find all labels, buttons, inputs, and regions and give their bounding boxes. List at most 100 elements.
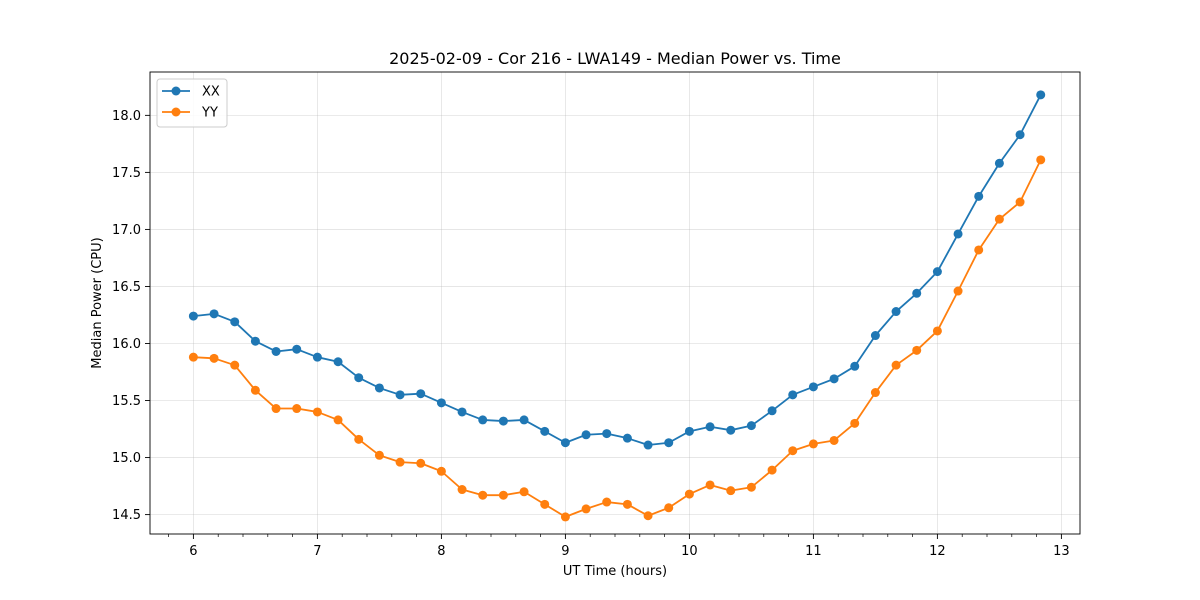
data-point-xx (478, 415, 488, 425)
data-point-yy (643, 511, 653, 521)
y-tick-label: 18.0 (112, 109, 141, 124)
data-point-xx (230, 317, 240, 327)
y-tick-label: 16.5 (112, 280, 141, 295)
data-point-yy (788, 446, 798, 456)
data-point-yy (974, 245, 984, 255)
data-point-yy (953, 286, 963, 296)
y-axis-label: Median Power (CPU) (90, 237, 105, 368)
data-point-yy (271, 404, 281, 414)
y-tick-label: 15.5 (112, 394, 141, 409)
data-point-xx (416, 389, 426, 399)
data-point-xx (850, 361, 860, 371)
data-point-yy (209, 353, 219, 363)
y-axis: 14.5 15.0 15.5 16.0 16.5 17.0 17.5 18.0 (112, 109, 150, 523)
data-point-xx (994, 158, 1004, 168)
data-point-xx (726, 425, 736, 435)
data-point-xx (664, 438, 674, 448)
data-point-yy (250, 385, 260, 395)
x-tick-label: 10 (681, 544, 698, 559)
data-point-xx (602, 429, 612, 439)
data-point-yy (726, 486, 736, 496)
legend-marker-xx (171, 86, 181, 96)
data-point-yy (333, 415, 343, 425)
data-point-yy (354, 434, 364, 444)
data-point-yy (1015, 197, 1025, 207)
data-point-yy (292, 404, 302, 414)
y-tick-label: 15.0 (112, 451, 141, 466)
data-point-yy (312, 407, 322, 417)
y-tick-label: 16.0 (112, 337, 141, 352)
data-point-yy (374, 450, 384, 460)
legend-items: XX YY (162, 85, 220, 121)
data-point-xx (333, 357, 343, 367)
data-point-yy (684, 489, 694, 499)
data-point-xx (271, 346, 281, 356)
data-point-yy (808, 439, 818, 449)
data-point-yy (994, 214, 1004, 224)
legend: XX YY (156, 78, 228, 128)
data-point-xx (684, 426, 694, 436)
data-point-yy (912, 345, 922, 355)
data-point-yy (1036, 155, 1046, 165)
data-point-yy (416, 458, 426, 468)
data-point-xx (188, 311, 198, 321)
data-point-yy (478, 490, 488, 500)
data-point-yy (436, 466, 446, 476)
data-point-xx (457, 407, 467, 417)
data-point-xx (354, 373, 364, 383)
data-point-xx (209, 309, 219, 319)
data-point-xx (540, 426, 550, 436)
data-point-xx (498, 416, 508, 426)
data-point-xx (829, 374, 839, 384)
data-point-xx (746, 421, 756, 431)
data-point-yy (870, 388, 880, 398)
data-point-xx (643, 440, 653, 450)
data-point-xx (560, 438, 570, 448)
data-point-xx (292, 344, 302, 354)
data-point-yy (746, 482, 756, 492)
data-point-yy (457, 485, 467, 495)
x-tick-label: 7 (313, 544, 321, 559)
x-tick-label: 8 (437, 544, 445, 559)
x-tick-label: 11 (805, 544, 822, 559)
y-tick-label: 14.5 (112, 508, 141, 523)
data-point-yy (560, 512, 570, 522)
data-point-yy (519, 487, 529, 497)
y-tick-label: 17.5 (112, 166, 141, 181)
data-point-xx (705, 422, 715, 432)
data-point-yy (664, 503, 674, 513)
data-point-yy (850, 418, 860, 428)
data-point-yy (540, 499, 550, 509)
grid (150, 72, 1080, 534)
chart-title: 2025-02-09 - Cor 216 - LWA149 - Median P… (389, 49, 841, 68)
legend-marker-yy (171, 107, 181, 117)
data-point-xx (953, 229, 963, 239)
x-axis-label: UT Time (hours) (563, 564, 667, 579)
legend-label-yy: YY (201, 106, 218, 121)
data-point-xx (436, 398, 446, 408)
data-point-yy (829, 435, 839, 445)
x-tick-label: 12 (929, 544, 946, 559)
data-point-xx (622, 433, 632, 443)
data-point-yy (622, 499, 632, 509)
data-point-yy (891, 360, 901, 370)
data-point-xx (395, 390, 405, 400)
data-point-xx (932, 267, 942, 277)
data-point-yy (498, 490, 508, 500)
x-tick-label: 13 (1053, 544, 1070, 559)
data-point-xx (808, 382, 818, 392)
data-point-xx (374, 383, 384, 393)
data-point-xx (250, 336, 260, 346)
data-point-yy (705, 480, 715, 490)
data-point-xx (870, 331, 880, 341)
data-point-yy (188, 352, 198, 362)
data-point-yy (602, 497, 612, 507)
data-point-xx (767, 406, 777, 416)
legend-label-xx: XX (202, 85, 220, 100)
legend-item-yy: YY (162, 106, 218, 121)
data-point-xx (912, 288, 922, 298)
legend-item-xx: XX (162, 85, 220, 100)
series-layer (188, 90, 1046, 522)
data-point-yy (767, 465, 777, 475)
